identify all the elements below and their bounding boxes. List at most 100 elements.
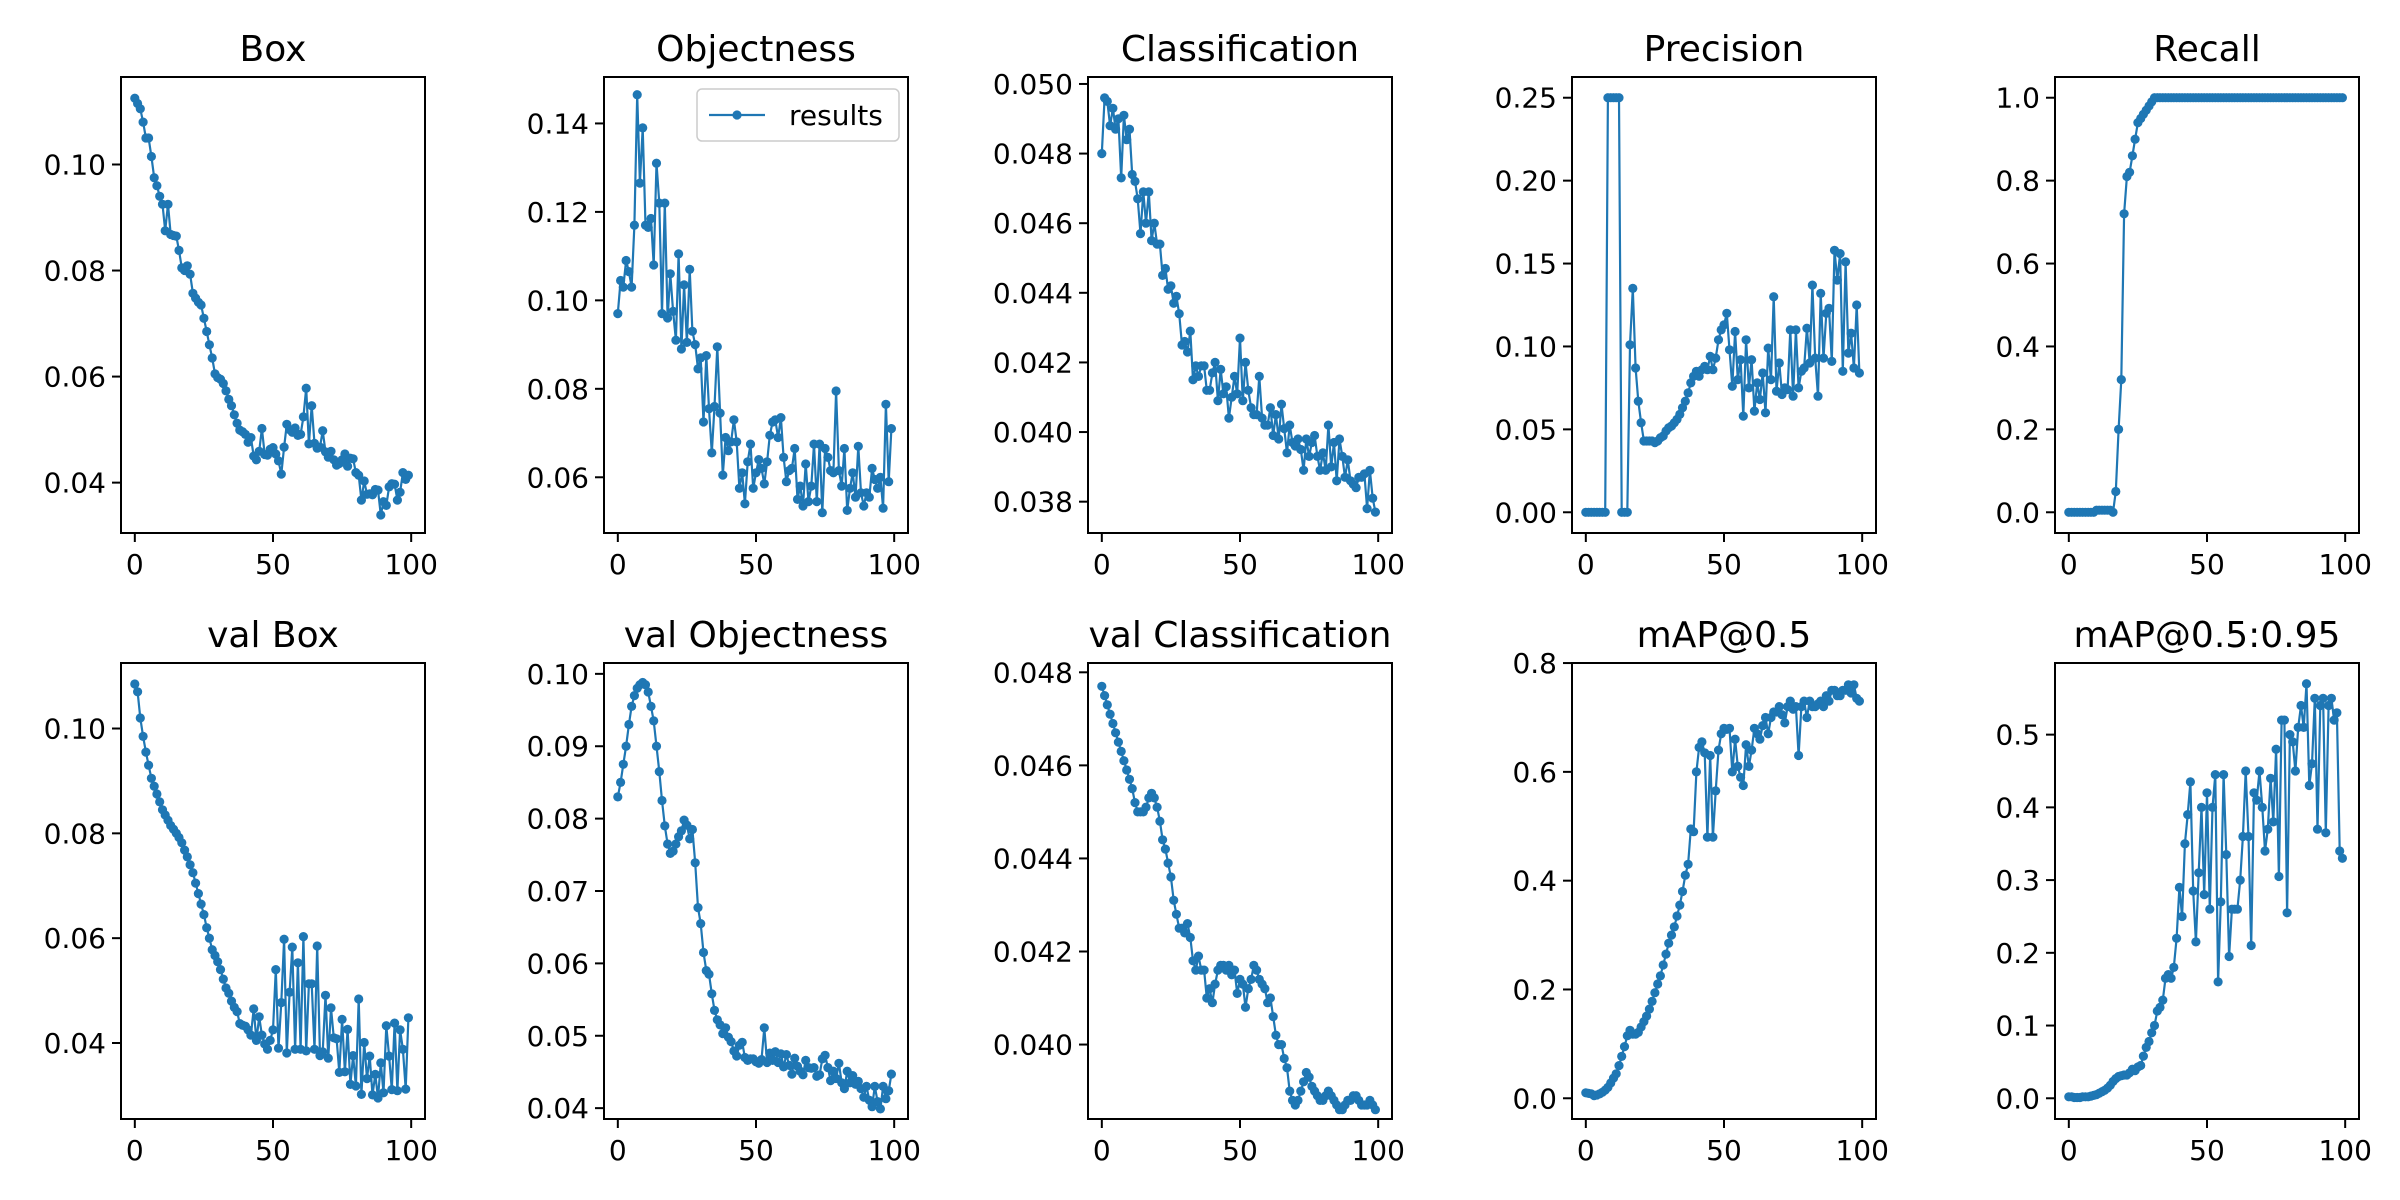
data-point — [1240, 357, 1251, 367]
data-point — [1832, 275, 1842, 285]
data-point — [2263, 824, 2273, 834]
data-point — [1334, 434, 1345, 444]
data-point — [853, 1076, 863, 1086]
data-point — [834, 1058, 844, 1068]
data-point — [1097, 149, 1107, 159]
data-point — [1141, 218, 1151, 228]
y-tick-label: 0.048 — [993, 138, 1073, 171]
data-point — [196, 899, 206, 909]
data-point — [1119, 756, 1129, 766]
data-point — [2254, 766, 2265, 776]
data-point — [709, 1005, 720, 1016]
data-point — [1119, 110, 1129, 120]
data-point — [1633, 396, 1643, 406]
plot-frame — [603, 662, 909, 1120]
data-point — [174, 245, 184, 255]
y-tick-label: 0.14 — [527, 107, 589, 140]
data-point — [354, 994, 364, 1004]
data-point — [135, 713, 145, 723]
y-tick-label: 0.042 — [993, 346, 1073, 379]
data-point — [1169, 298, 1179, 308]
y-tick-label: 0.0 — [1995, 496, 2040, 529]
data-point — [146, 773, 156, 783]
data-point — [685, 264, 695, 274]
data-point — [2108, 507, 2118, 517]
data-point — [199, 910, 209, 920]
data-point — [2337, 93, 2347, 103]
data-point — [182, 261, 192, 271]
data-point — [318, 426, 328, 436]
data-point — [2130, 134, 2140, 144]
data-point — [1794, 750, 1804, 761]
data-point — [792, 494, 803, 504]
x-tick-label: 0 — [2060, 548, 2078, 581]
data-point — [1213, 396, 1223, 406]
data-point — [842, 505, 852, 515]
data-point — [343, 1024, 353, 1034]
data-point — [257, 423, 267, 434]
data-point — [1152, 802, 1162, 812]
x-tick-label: 50 — [1706, 548, 1742, 581]
panel-map-at-0-5: mAP@0.5 0 50 100 0.0 0.2 0.4 0.6 0.8 — [1512, 615, 1888, 1167]
y-tick-label: 0.5 — [1995, 719, 2040, 752]
data-point — [1238, 396, 1248, 406]
data-point — [737, 1037, 747, 1047]
y-tick-label: 0.10 — [44, 148, 106, 181]
data-point — [2318, 693, 2328, 703]
data-point — [1843, 348, 1853, 358]
data-point — [649, 716, 659, 726]
data-point — [1285, 1086, 1295, 1096]
data-point — [298, 932, 308, 942]
data-point — [191, 878, 201, 888]
y-tick-label: 0.8 — [1512, 647, 1557, 680]
data-point — [1708, 832, 1718, 842]
y-tick-label: 0.6 — [1512, 756, 1557, 789]
data-point — [1614, 1061, 1624, 1071]
data-point — [732, 1051, 742, 1061]
data-point — [762, 457, 772, 467]
data-point — [781, 477, 792, 487]
data-point — [2310, 693, 2320, 703]
data-point — [2337, 853, 2347, 863]
data-point — [859, 501, 869, 511]
data-point — [1741, 335, 1751, 345]
data-point — [1738, 780, 1748, 791]
data-point — [815, 1070, 825, 1080]
data-point — [1252, 965, 1262, 975]
data-point — [1323, 420, 1333, 430]
data-point — [1207, 998, 1217, 1008]
data-point — [196, 300, 206, 310]
data-point — [193, 889, 203, 899]
data-point — [886, 1069, 897, 1079]
x-tick-label: 0 — [126, 1134, 144, 1167]
data-point — [848, 1071, 858, 1081]
data-point — [1724, 345, 1735, 355]
data-point — [837, 481, 847, 491]
x-tick-label: 100 — [867, 1134, 920, 1167]
data-point — [1246, 403, 1256, 413]
data-point — [376, 1058, 386, 1068]
data-point — [812, 497, 822, 507]
data-point — [1655, 971, 1665, 981]
data-point — [665, 269, 675, 279]
data-point — [318, 1047, 328, 1057]
data-point — [1653, 979, 1663, 989]
data-point — [177, 838, 187, 848]
data-point — [2279, 715, 2289, 725]
data-point — [1160, 844, 1170, 854]
y-tick-label: 0.08 — [44, 817, 106, 850]
data-point — [1122, 765, 1132, 775]
x-tick-label: 100 — [2318, 548, 2371, 581]
data-point — [2194, 868, 2204, 878]
data-point — [698, 947, 709, 958]
data-point — [1755, 394, 1765, 405]
chart-title: Precision — [1644, 29, 1805, 70]
data-point — [1727, 381, 1737, 391]
data-point — [1675, 900, 1685, 910]
data-point — [1664, 938, 1674, 948]
data-point — [1243, 984, 1253, 994]
data-point — [1199, 361, 1209, 371]
data-point — [864, 492, 874, 502]
data-point — [273, 1043, 284, 1053]
data-point — [627, 282, 637, 292]
